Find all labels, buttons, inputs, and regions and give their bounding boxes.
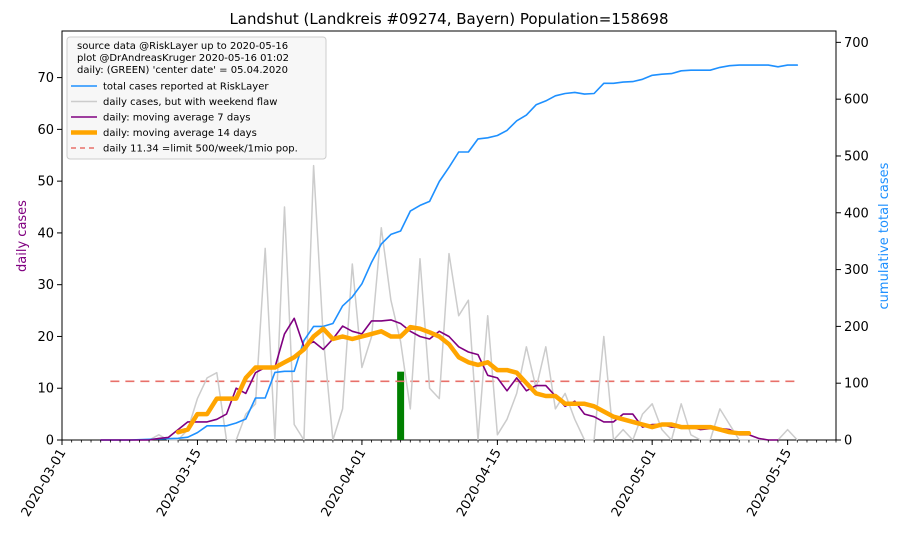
- y-tick-label-right: 200: [844, 320, 869, 335]
- y-tick-label-left: 0: [46, 434, 54, 449]
- y-tick-label-left: 60: [37, 123, 54, 138]
- series-line-total: [99, 64, 799, 441]
- legend-entry-label: total cases reported at RiskLayer: [103, 82, 269, 93]
- legend-entry-label: daily 11.34 =limit 500/week/1mio pop.: [103, 144, 298, 155]
- series-line-ma7: [99, 317, 779, 441]
- y-tick-label-right: 600: [844, 93, 869, 108]
- legend-entry-label: daily: moving average 7 days: [103, 113, 250, 124]
- y-tick-label-right: 400: [844, 206, 869, 221]
- legend-header-line: plot @DrAndreasKruger 2020-05-16 01:02: [77, 53, 289, 64]
- legend-entry-label: daily cases, but with weekend flaw: [103, 97, 277, 108]
- y-tick-label-left: 10: [37, 382, 54, 397]
- y-tick-label-left: 20: [37, 330, 54, 345]
- x-tick-label: 2020-05-01: [609, 447, 660, 520]
- y-tick-label-right: 100: [844, 377, 869, 392]
- x-tick-label: 2020-03-15: [154, 447, 205, 520]
- series-line-daily: [99, 164, 799, 441]
- legend-box: [66, 36, 327, 160]
- x-tick-label: 2020-03-01: [19, 447, 70, 520]
- y-tick-label-left: 50: [37, 175, 54, 190]
- y-tick-label-right: 0: [844, 434, 852, 449]
- legend-header-line: source data @RiskLayer up to 2020-05-16: [77, 41, 288, 52]
- x-tick-label: 2020-04-15: [454, 447, 505, 520]
- y-axis-label-right: cumulative total cases: [877, 162, 892, 309]
- legend-entry-label: daily: moving average 14 days: [103, 128, 257, 139]
- y-tick-label-right: 700: [844, 36, 869, 51]
- center-date-bar: [397, 371, 405, 440]
- y-tick-label-left: 30: [37, 278, 54, 293]
- y-tick-label-left: 40: [37, 226, 54, 241]
- y-axis-label-left: daily cases: [15, 200, 30, 272]
- y-tick-label-left: 70: [37, 71, 54, 86]
- series-line-ma14: [175, 324, 752, 436]
- legend-header-line: daily: (GREEN) 'center date' = 05.04.202…: [77, 65, 288, 76]
- y-tick-label-right: 500: [844, 149, 869, 164]
- y-tick-label-right: 300: [844, 263, 869, 278]
- chart-title: Landshut (Landkreis #09274, Bayern) Popu…: [229, 10, 668, 28]
- x-tick-label: 2020-05-15: [744, 447, 795, 520]
- x-tick-label: 2020-04-01: [319, 447, 370, 520]
- legend: source data @RiskLayer up to 2020-05-16 …: [66, 36, 327, 160]
